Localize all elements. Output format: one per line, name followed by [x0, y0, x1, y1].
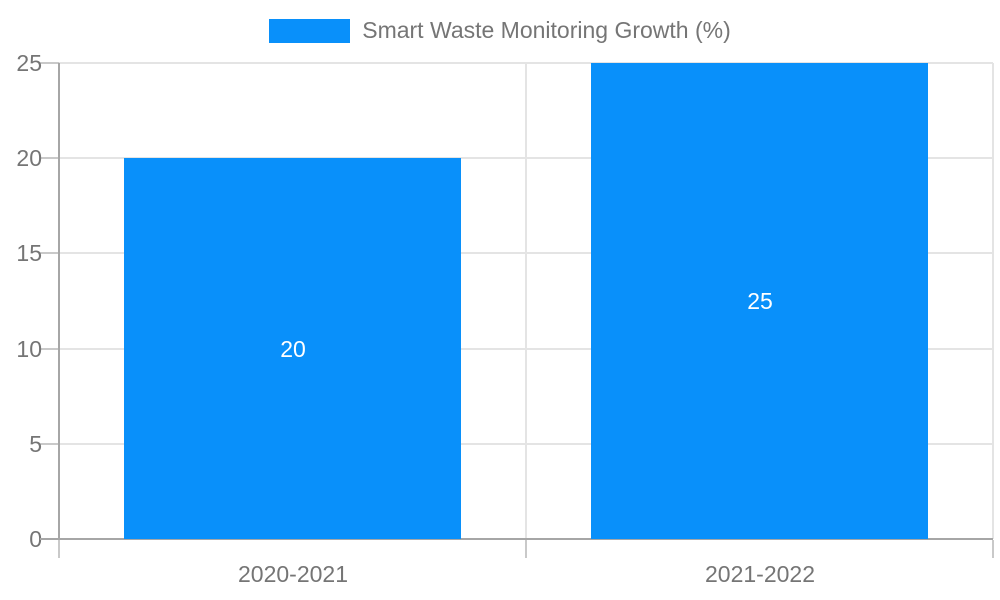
bar-2021-2022 — [591, 63, 928, 539]
y-axis-tick-label: 10 — [16, 336, 42, 362]
x-tick-mark — [525, 540, 527, 558]
legend-label: Smart Waste Monitoring Growth (%) — [362, 17, 731, 43]
y-tick-mark — [40, 348, 59, 350]
x-axis-tick-label: 2020-2021 — [238, 561, 348, 587]
y-tick-mark — [40, 62, 59, 64]
legend: Smart Waste Monitoring Growth (%) — [0, 17, 1000, 44]
y-tick-mark — [40, 157, 59, 159]
plot-right-border — [992, 63, 994, 539]
y-axis-tick-label: 20 — [16, 145, 42, 171]
gridline-category-boundary — [525, 63, 527, 539]
x-tick-mark — [58, 540, 60, 558]
y-axis-tick-label: 25 — [16, 50, 42, 76]
x-axis-baseline — [40, 538, 993, 540]
y-axis-tick-label: 15 — [16, 240, 42, 266]
bar-value-label: 25 — [747, 288, 773, 314]
y-axis-tick-label: 5 — [29, 431, 42, 457]
y-axis-line — [58, 63, 60, 539]
bar-2020-2021 — [124, 158, 461, 539]
y-tick-mark — [40, 443, 59, 445]
x-axis-tick-label: 2021-2022 — [705, 561, 815, 587]
y-tick-mark — [40, 252, 59, 254]
legend-swatch-icon — [269, 18, 351, 43]
x-tick-mark — [992, 540, 994, 558]
y-axis-tick-label: 0 — [29, 526, 42, 552]
bar-value-label: 20 — [280, 336, 306, 362]
